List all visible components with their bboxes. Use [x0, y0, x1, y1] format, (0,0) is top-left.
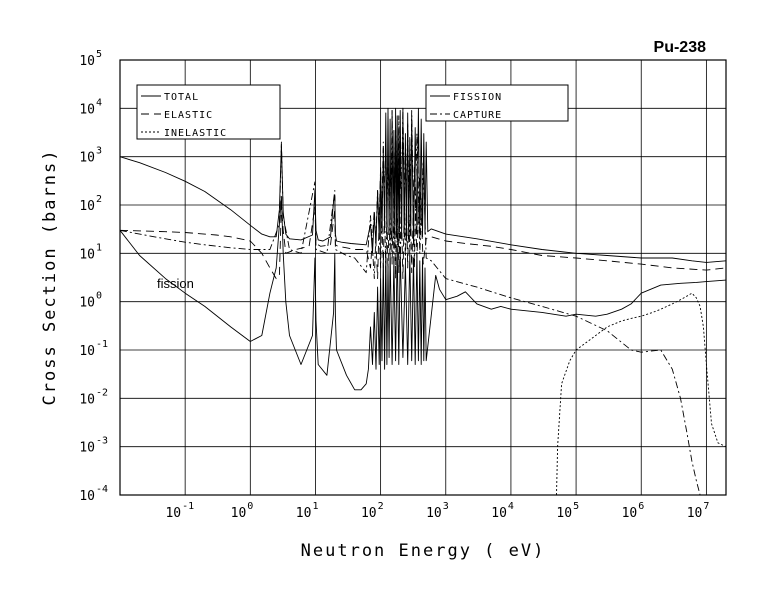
y-tick-exponent: -4 — [96, 484, 108, 495]
x-axis-label: Neutron Energy ( eV) — [301, 541, 546, 561]
x-tick-exponent: 2 — [378, 501, 384, 512]
y-tick-label: 10 — [79, 247, 95, 262]
legend-box-left — [136, 84, 281, 140]
legend-inelastic-label: INELASTIC — [164, 128, 227, 139]
x-tick-labels: 10 -1 10 0 10 1 10 2 10 3 10 4 10 5 10 6 10 7 — [165, 501, 709, 521]
y-axis-label: Cross Section (barns) — [40, 149, 60, 406]
y-tick-label: 10 — [79, 296, 95, 311]
x-tick-label: 10 — [687, 506, 703, 521]
chart-title: Pu-238 — [654, 39, 707, 56]
y-tick-label: 10 — [79, 489, 95, 504]
legend-elastic-label: ELASTIC — [164, 110, 213, 121]
x-tick-label: 10 — [231, 506, 247, 521]
series-capture-line — [119, 107, 701, 496]
y-tick-label: 10 — [79, 344, 95, 359]
y-tick-label: 10 — [79, 441, 95, 456]
x-tick-exponent: 3 — [443, 501, 449, 512]
y-tick-exponent: 5 — [96, 49, 102, 60]
y-tick-exponent: 2 — [96, 194, 102, 205]
x-tick-label: 10 — [361, 506, 377, 521]
x-tick-exponent: 0 — [247, 501, 253, 512]
x-tick-exponent: 1 — [312, 501, 318, 512]
y-tick-label: 10 — [79, 392, 95, 407]
series-inelastic-line — [556, 292, 727, 496]
legend: TOTAL ELASTIC INELASTIC FISSION CAPTURE — [141, 92, 502, 139]
y-tick-exponent: -1 — [96, 339, 108, 350]
legend-total-label: TOTAL — [164, 92, 199, 103]
x-tick-label: 10 — [296, 506, 312, 521]
x-tick-exponent: 5 — [573, 501, 579, 512]
x-tick-label: 10 — [556, 506, 572, 521]
x-tick-exponent: -1 — [182, 501, 194, 512]
y-tick-exponent: -2 — [96, 387, 108, 398]
x-tick-label: 10 — [165, 506, 181, 521]
legend-fission-label: FISSION — [453, 92, 502, 103]
legend-capture-label: CAPTURE — [453, 110, 502, 121]
fission-annotation: fission — [157, 276, 194, 291]
y-tick-exponent: 1 — [96, 242, 102, 253]
series-lines — [119, 107, 727, 496]
x-tick-label: 10 — [426, 506, 442, 521]
x-tick-exponent: 7 — [703, 501, 709, 512]
y-tick-exponent: 0 — [96, 291, 102, 302]
x-tick-label: 10 — [622, 506, 638, 521]
y-tick-exponent: -3 — [96, 436, 108, 447]
y-tick-label: 10 — [79, 199, 95, 214]
series-fission-line — [119, 196, 727, 391]
legend-box-right — [425, 84, 569, 122]
y-tick-label: 10 — [79, 54, 95, 69]
x-tick-exponent: 6 — [638, 501, 644, 512]
y-tick-label: 10 — [79, 102, 95, 117]
x-tick-label: 10 — [491, 506, 507, 521]
plot-frame — [119, 59, 727, 496]
x-tick-exponent: 4 — [508, 501, 514, 512]
y-tick-exponent: 4 — [96, 97, 102, 108]
y-tick-label: 10 — [79, 151, 95, 166]
y-tick-exponent: 3 — [96, 146, 102, 157]
